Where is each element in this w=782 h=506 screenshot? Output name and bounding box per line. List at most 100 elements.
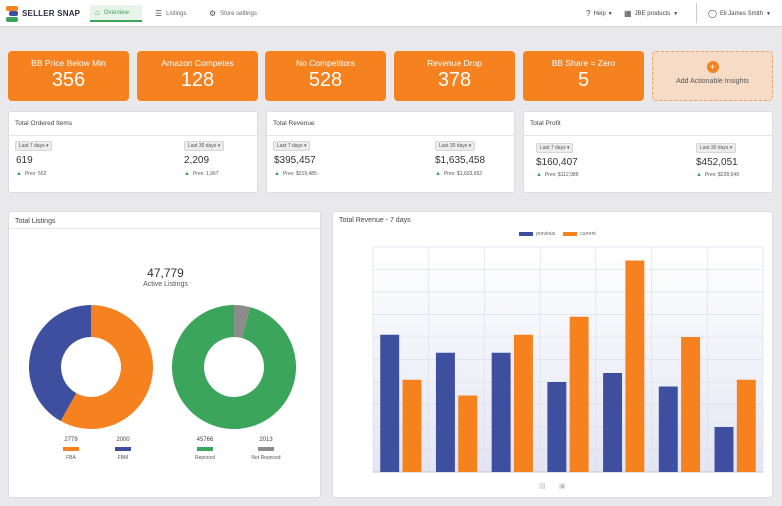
prev-value: ▲ Prev: 1,967 xyxy=(184,171,219,177)
repriced-swatch xyxy=(197,447,213,451)
active-listings-label: Active Listings xyxy=(143,281,188,288)
stat-value: 2,209 xyxy=(184,155,210,166)
insight-card-revenue-drop[interactable]: Revenue Drop 378 xyxy=(394,51,515,101)
help-label: Help xyxy=(593,10,606,17)
fba-swatch xyxy=(63,447,79,451)
products-label: JBE products xyxy=(634,10,671,17)
insight-label: BB Price Below Min xyxy=(31,58,106,68)
insight-card-no-competitors[interactable]: No Competitors 528 xyxy=(265,51,386,101)
insight-value: 356 xyxy=(51,69,86,91)
period-dropdown[interactable]: Last 7 days ▾ xyxy=(15,141,53,151)
prev-value: ▲ Prev: $319,485 xyxy=(274,171,317,177)
seller-snap-logo[interactable]: SELLER SNAP xyxy=(6,5,80,22)
bar-previous-2 xyxy=(435,352,455,472)
period-dropdown[interactable]: Last 7 days ▾ xyxy=(536,143,574,153)
bar-current-4 xyxy=(569,316,589,472)
logo-icon xyxy=(6,5,18,22)
trend-up-icon: ▲ xyxy=(696,172,702,178)
user-name: Eli James Smith xyxy=(719,10,763,17)
bar-previous-7 xyxy=(714,427,734,472)
tab-listings[interactable]: ☰ Listings xyxy=(150,5,192,22)
period-dropdown[interactable]: Last 7 days ▾ xyxy=(273,141,311,151)
insight-value: 528 xyxy=(308,69,343,91)
panel-title: Total Listings xyxy=(9,212,320,229)
chevron-down-icon: ▼ xyxy=(765,10,771,17)
total-profit-panel: Total Profit Last 7 days ▾ $160,407 ▲ Pre… xyxy=(523,111,773,193)
period-dropdown[interactable]: Last 30 days ▾ xyxy=(184,141,225,151)
insight-card-bb-share-zero[interactable]: BB Share = Zero 5 xyxy=(523,51,644,101)
panel-title: Total Revenue xyxy=(267,112,514,136)
fba-label: FBA xyxy=(66,455,76,461)
active-listings-count: 47,779 xyxy=(147,266,184,280)
prev-value: ▲ Prev: 502 xyxy=(16,171,47,177)
total-ordered-items-panel: Total Ordered Items Last 7 days ▾ 619 ▲ P… xyxy=(8,111,258,193)
total-listings-panel: Total Listings 47,779 Active Listings 27… xyxy=(8,211,321,498)
panel-title: Total Ordered Items xyxy=(9,112,257,136)
nav-divider xyxy=(696,3,697,23)
bar-current-2 xyxy=(458,395,478,472)
repricing-donut-slice-repriced xyxy=(172,305,296,429)
list-icon: ☰ xyxy=(155,9,163,18)
download-icon[interactable]: ▤ xyxy=(539,483,546,490)
stat-value: $395,457 xyxy=(274,155,316,166)
brand-name: SELLER SNAP xyxy=(22,9,81,18)
insight-card-amazon-competes[interactable]: Amazon Competes 128 xyxy=(137,51,258,101)
chevron-down-icon: ▼ xyxy=(607,10,613,17)
insight-value: 5 xyxy=(577,69,590,91)
bar-previous-5 xyxy=(603,373,623,472)
chevron-down-icon: ▼ xyxy=(673,10,679,17)
chart-title: Total Revenue - 7 days xyxy=(339,217,411,224)
legend-label-previous: previous xyxy=(536,231,556,237)
period-dropdown[interactable]: Last 30 days ▾ xyxy=(696,143,737,153)
insight-card-bb-price-below-min[interactable]: BB Price Below Min 356 xyxy=(8,51,129,101)
trend-up-icon: ▲ xyxy=(16,171,22,177)
tab-overview-label: Overview xyxy=(103,9,129,16)
bar-current-7 xyxy=(736,379,756,472)
tab-overview[interactable]: ⌂ Overview xyxy=(90,5,142,22)
period-dropdown[interactable]: Last 30 days ▾ xyxy=(435,141,476,151)
not-repriced-label: Not Repriced xyxy=(251,455,281,461)
fulfillment-donut-slice-fba xyxy=(60,305,153,429)
fba-count: 2779 xyxy=(64,437,78,443)
repricing-donut-slice-not-repriced xyxy=(234,305,251,339)
insight-label: BB Share = Zero xyxy=(551,58,616,68)
bar-current-6 xyxy=(681,337,701,472)
total-revenue-7-days-panel: Total Revenue - 7 days previous current … xyxy=(332,211,773,498)
chart-legend: previous current xyxy=(333,231,774,237)
user-icon: ◯ xyxy=(708,9,717,18)
prev-value: ▲ Prev: $1,633,652 xyxy=(435,171,483,177)
repriced-count: 45766 xyxy=(196,437,214,443)
trend-up-icon: ▲ xyxy=(274,171,280,177)
image-icon[interactable]: ▣ xyxy=(559,483,566,490)
help-menu[interactable]: ? Help ▼ xyxy=(586,5,613,22)
insight-label: Revenue Drop xyxy=(427,58,482,68)
stat-value: $160,407 xyxy=(536,157,578,168)
bar-previous-3 xyxy=(491,352,511,472)
revenue-bar-chart xyxy=(372,246,764,473)
trend-up-icon: ▲ xyxy=(184,171,190,177)
trend-up-icon: ▲ xyxy=(536,172,542,178)
user-menu[interactable]: ◯ Eli James Smith ▼ xyxy=(708,5,771,22)
not-repriced-count: 2013 xyxy=(259,437,273,443)
fbm-label: FBM xyxy=(117,455,129,461)
fbm-swatch xyxy=(115,447,131,451)
not-repriced-swatch xyxy=(258,447,274,451)
prev-value: ▲ Prev: $228,549 xyxy=(696,172,739,178)
repriced-label: Repriced xyxy=(194,455,215,461)
tab-store-settings-label: Store settings xyxy=(220,10,257,17)
home-icon: ⌂ xyxy=(95,8,100,17)
trend-up-icon: ▲ xyxy=(435,171,441,177)
fulfillment-donut-slice-fbm xyxy=(29,305,91,422)
bar-previous-6 xyxy=(658,386,678,472)
insight-label: No Competitors xyxy=(295,58,356,68)
bar-previous-1 xyxy=(380,334,400,472)
legend-swatch-current xyxy=(563,232,578,236)
insight-value: 378 xyxy=(437,69,472,91)
legend-label-current: current xyxy=(580,231,596,237)
add-actionable-insights-button[interactable]: + Add Actionable Insights xyxy=(652,51,773,101)
store-icon: ▦ xyxy=(624,9,632,18)
products-selector[interactable]: ▦ JBE products ▼ xyxy=(624,5,678,22)
listings-donut-charts xyxy=(29,305,296,429)
add-insights-label: Add Actionable Insights xyxy=(676,78,749,85)
tab-store-settings[interactable]: ⚙ Store settings xyxy=(204,5,262,22)
